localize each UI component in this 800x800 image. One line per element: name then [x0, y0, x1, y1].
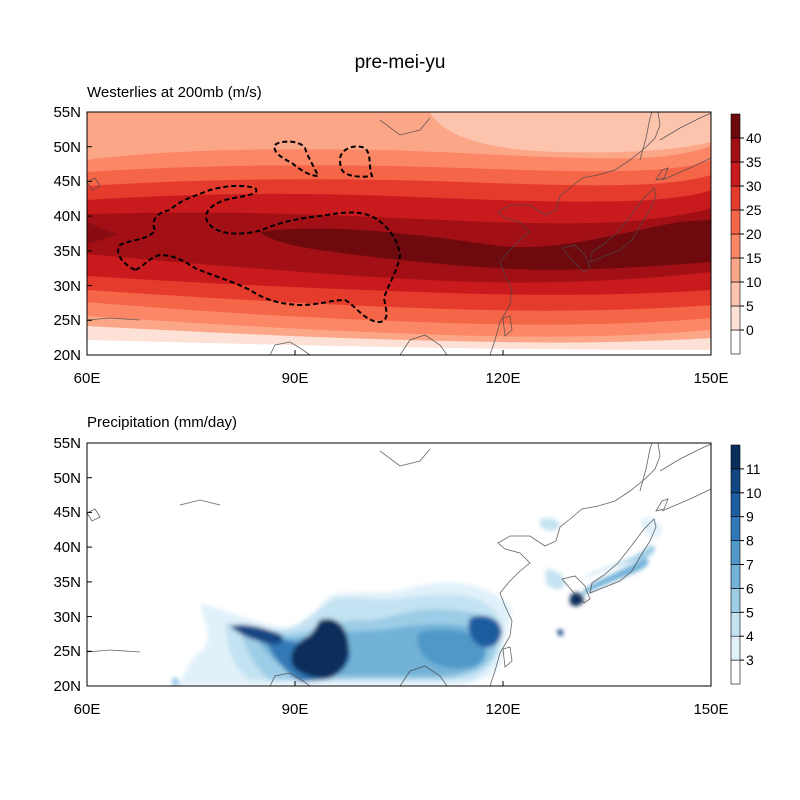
- colorbar-swatch: [730, 588, 741, 613]
- colorbar-label: 5: [746, 298, 754, 314]
- lat-tick-label: 35N: [53, 574, 81, 591]
- lat-tick-label: 55N: [53, 104, 81, 121]
- colorbar-swatch: [730, 185, 741, 211]
- westerlies-lat-axis: 55N 50N 45N 40N 35N 30N 25N 20N: [53, 104, 92, 364]
- colorbar-label: 8: [746, 533, 754, 549]
- colorbar-swatch: [730, 659, 741, 685]
- westerlies-panel-title: Westerlies at 200mb (m/s): [87, 84, 262, 101]
- colorbar-label: 11: [746, 461, 761, 477]
- plateau-outline-north-2: [338, 145, 374, 178]
- colorbar-swatch: [730, 281, 741, 307]
- colorbar-swatch: [730, 161, 741, 187]
- colorbar-swatch: [730, 540, 741, 565]
- lat-tick-label: 20N: [53, 347, 81, 364]
- lon-tick-label: 150E: [693, 701, 728, 718]
- lon-tick-label: 150E: [693, 370, 728, 387]
- colorbar-swatch: [730, 257, 741, 283]
- precipitation-field: [87, 443, 711, 686]
- lat-tick-label: 55N: [53, 435, 81, 452]
- colorbar-swatch: [730, 564, 741, 589]
- lat-tick-label: 30N: [53, 278, 81, 295]
- westerlies-colorbar: 0 5 10 15 20 25 30 35 40: [730, 113, 762, 355]
- lat-tick-label: 25N: [53, 312, 81, 329]
- colorbar-label: 9: [746, 509, 754, 525]
- colorbar-swatch: [730, 611, 741, 637]
- westerlies-map-frame: [86, 111, 712, 356]
- westerlies-panel: Westerlies at 200mb (m/s): [53, 84, 761, 387]
- lat-tick-label: 50N: [53, 139, 81, 156]
- precipitation-colorbar: 3 4 5 6 7 8 9 10 11: [730, 444, 762, 685]
- colorbar-label: 0: [746, 322, 754, 338]
- lat-tick-label: 40N: [53, 539, 81, 556]
- colorbar-label: 35: [746, 154, 762, 170]
- colorbar-swatch: [730, 233, 741, 259]
- lon-tick-label: 60E: [74, 701, 101, 718]
- colorbar-label: 10: [746, 274, 762, 290]
- lat-tick-label: 40N: [53, 208, 81, 225]
- precipitation-panel-title: Precipitation (mm/day): [87, 414, 237, 431]
- colorbar-label: 4: [746, 628, 754, 644]
- colorbar-label: 5: [746, 604, 754, 620]
- precipitation-lon-axis: 60E 90E 120E 150E: [74, 681, 729, 718]
- colorbar-swatch: [730, 516, 741, 541]
- lat-tick-label: 35N: [53, 243, 81, 260]
- colorbar-swatch: [730, 137, 741, 163]
- colorbar-label: 15: [746, 250, 762, 266]
- colorbar-label: 6: [746, 580, 754, 596]
- lon-tick-label: 120E: [485, 370, 520, 387]
- plateau-outline-main: [117, 184, 402, 324]
- precipitation-panel: Precipitation (mm/day): [53, 414, 761, 718]
- colorbar-swatch: [730, 492, 741, 517]
- colorbar-label: 30: [746, 178, 762, 194]
- lat-tick-label: 45N: [53, 173, 81, 190]
- lat-tick-label: 30N: [53, 609, 81, 626]
- lat-tick-label: 25N: [53, 643, 81, 660]
- colorbar-label: 7: [746, 557, 754, 573]
- colorbar-label: 40: [746, 130, 762, 146]
- lon-tick-label: 120E: [485, 701, 520, 718]
- lon-tick-label: 90E: [282, 701, 309, 718]
- colorbar-swatch: [730, 468, 741, 494]
- figure-title: pre-mei-yu: [355, 52, 446, 73]
- colorbar-swatch: [730, 113, 741, 139]
- lat-tick-label: 50N: [53, 470, 81, 487]
- lon-tick-label: 60E: [74, 370, 101, 387]
- lat-tick-label: 20N: [53, 678, 81, 695]
- lon-tick-label: 90E: [282, 370, 309, 387]
- colorbar-swatch: [730, 444, 741, 470]
- colorbar-label: 20: [746, 226, 762, 242]
- westerlies-field: [87, 112, 711, 355]
- lat-tick-label: 45N: [53, 504, 81, 521]
- colorbar-swatch: [730, 209, 741, 235]
- colorbar-swatch: [730, 329, 741, 355]
- colorbar-swatch: [730, 635, 741, 661]
- precipitation-lat-axis: 55N 50N 45N 40N 35N 30N 25N 20N: [53, 435, 92, 695]
- precipitation-map-frame: [86, 442, 712, 687]
- westerlies-lon-axis: 60E 90E 120E 150E: [74, 350, 729, 387]
- colorbar-label: 10: [746, 485, 762, 501]
- colorbar-label: 25: [746, 202, 762, 218]
- colorbar-swatch: [730, 305, 741, 331]
- colorbar-label: 3: [746, 652, 754, 668]
